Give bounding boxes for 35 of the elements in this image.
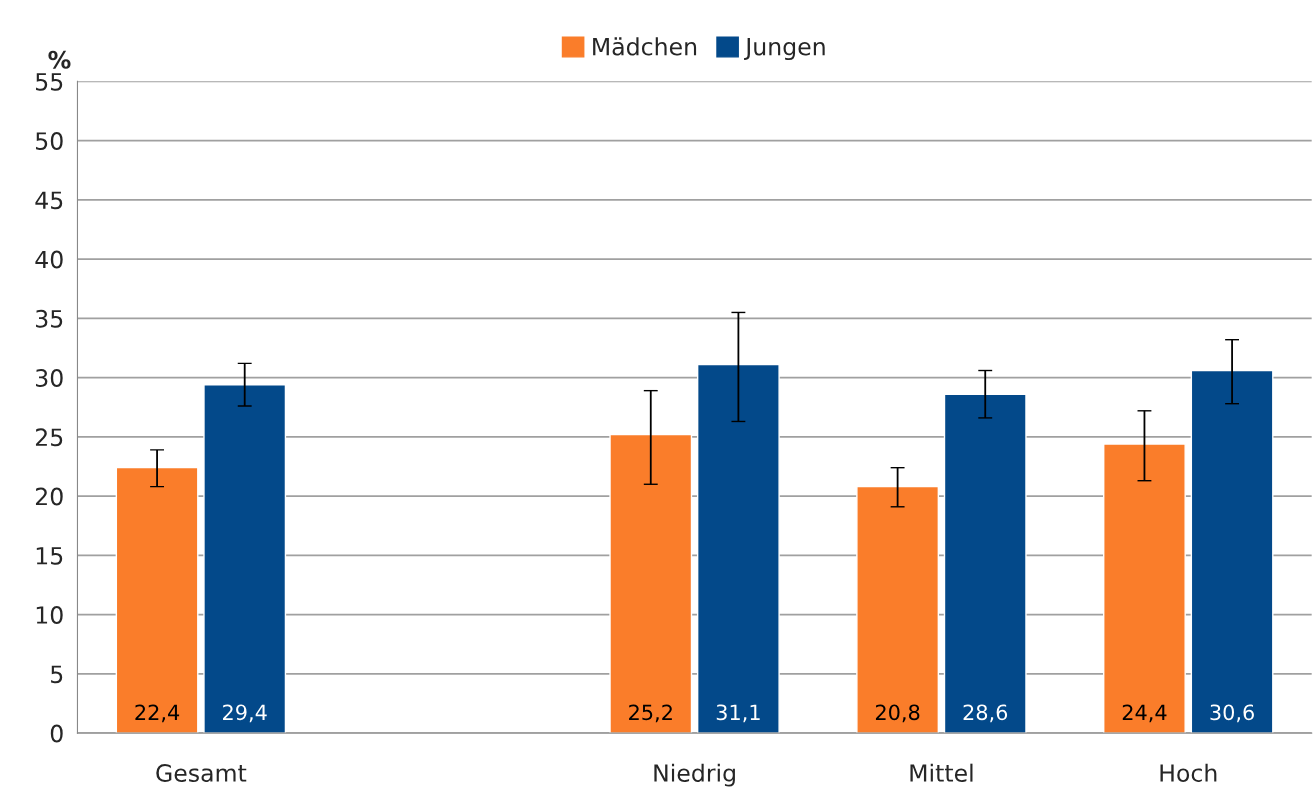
y-tick-label: 15 xyxy=(36,547,63,565)
legend-label: Jungen xyxy=(744,38,825,61)
bar xyxy=(115,466,199,734)
y-tick-label: 5 xyxy=(51,665,63,684)
y-axis-title: % xyxy=(48,50,71,69)
data-label: 29,4 xyxy=(223,704,267,723)
y-tick-label: 55 xyxy=(36,73,63,91)
data-label: 28,6 xyxy=(963,704,1008,723)
y-tick-label: 35 xyxy=(36,309,63,328)
data-label: 25,2 xyxy=(629,704,672,723)
y-tick-label: 40 xyxy=(35,250,63,269)
y-tick-label: 25 xyxy=(35,428,63,447)
y-tick-label: 30 xyxy=(36,369,63,387)
bar xyxy=(1190,369,1274,734)
data-label: 31,1 xyxy=(716,704,760,723)
y-tick-label: 0 xyxy=(50,724,63,743)
data-label: 30,6 xyxy=(1210,704,1254,723)
legend-label: Mädchen xyxy=(593,37,697,56)
x-tick-label: Niedrig xyxy=(654,763,735,787)
y-tick-label: 45 xyxy=(35,191,63,210)
y-tick-label: 50 xyxy=(36,132,63,150)
bar xyxy=(696,363,780,734)
bar xyxy=(1103,443,1186,734)
data-label: 20,8 xyxy=(875,704,920,723)
bar xyxy=(943,393,1027,734)
data-label: 24,4 xyxy=(1122,704,1167,723)
y-tick-label: 20 xyxy=(35,487,63,506)
x-tick-label: Mittel xyxy=(910,763,973,782)
y-tick-label: 10 xyxy=(36,606,63,624)
bar xyxy=(856,485,940,734)
bar xyxy=(609,433,693,734)
x-tick-label: Hoch xyxy=(1160,763,1217,782)
bar xyxy=(203,384,287,734)
data-label: 22,4 xyxy=(135,704,180,723)
x-tick-label: Gesamt xyxy=(156,764,247,782)
